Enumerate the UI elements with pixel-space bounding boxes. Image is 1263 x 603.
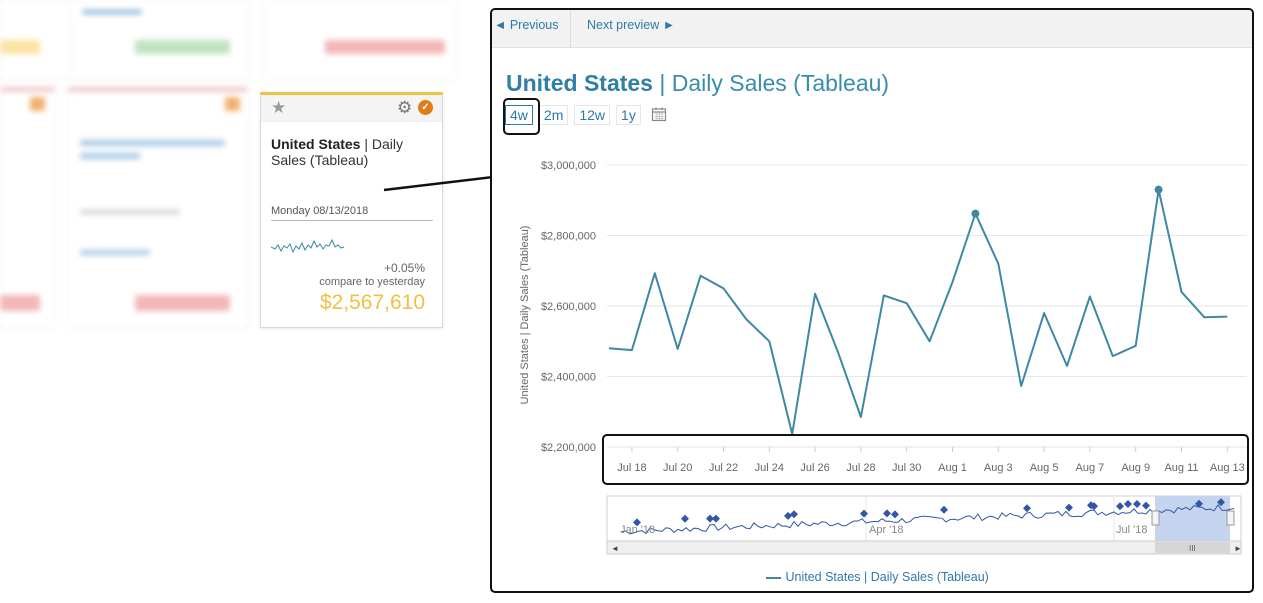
navigator-marker xyxy=(1116,502,1124,511)
navigator-scroll-thumb xyxy=(1155,542,1230,553)
tile-change: +0.05% xyxy=(383,261,425,275)
navigator-marker xyxy=(1023,504,1031,513)
data-point-marker xyxy=(1154,185,1163,194)
navigator-marker xyxy=(940,505,948,514)
star-icon[interactable]: ★ xyxy=(271,98,287,117)
preview-title: United States | Daily Sales (Tableau) xyxy=(506,70,889,97)
tile-title-rest: | Daily Sales (Tableau) xyxy=(271,136,404,168)
previous-link[interactable]: ◄ Previous xyxy=(494,18,559,32)
tile-value: $2,567,610 xyxy=(319,291,425,314)
tile-sparkline xyxy=(271,238,345,254)
next-preview-link[interactable]: Next preview ► xyxy=(587,18,676,32)
navigator-marker xyxy=(633,518,641,527)
navigator-scrollbar xyxy=(606,540,1242,555)
dashboard-tile[interactable]: ★ ⚙ ✓ United States | Daily Sales (Table… xyxy=(260,92,443,328)
tile-title-bold: United States xyxy=(271,136,361,152)
nav-divider xyxy=(570,10,571,48)
range-12w-button[interactable]: 12w xyxy=(574,105,611,125)
nav-label-jul: Jul '18 xyxy=(1116,524,1147,536)
svg-text:III: III xyxy=(1189,544,1196,553)
preview-panel: ◄ Previous Next preview ► United States … xyxy=(490,8,1254,593)
data-point-marker xyxy=(971,209,980,218)
navigator-marker xyxy=(883,509,891,518)
range-1y-button[interactable]: 1y xyxy=(616,105,641,125)
navigator-marker xyxy=(860,509,868,518)
certified-badge-icon: ✓ xyxy=(418,100,433,115)
navigator-marker xyxy=(1217,498,1225,507)
navigator-marker xyxy=(1124,499,1132,508)
y-tick-label: $2,800,000 xyxy=(541,231,596,243)
sales-line-chart: $3,000,000 $2,800,000 $2,600,000 $2,400,000… xyxy=(519,160,1247,555)
y-tick-label: $2,600,000 xyxy=(541,301,596,313)
navigator-marker xyxy=(1087,501,1095,510)
preview-title-bold: United States xyxy=(506,70,653,96)
navigator-marker xyxy=(706,514,714,523)
navigator-marker xyxy=(1065,503,1073,512)
x-axis-highlight-box xyxy=(602,434,1249,485)
navigator-marker xyxy=(891,510,899,519)
chart-legend[interactable]: United States | Daily Sales (Tableau) xyxy=(766,570,989,584)
navigator-marker xyxy=(1090,502,1098,511)
tile-compare-text: compare to yesterday xyxy=(319,276,425,288)
nav-label-apr: Apr '18 xyxy=(869,524,904,536)
y-tick-label: $2,400,000 xyxy=(541,372,596,384)
navigator-marker xyxy=(681,514,689,523)
scroll-right-icon: ► xyxy=(1234,544,1242,553)
tile-title[interactable]: United States | Daily Sales (Tableau) xyxy=(271,136,431,168)
legend-label: United States | Daily Sales (Tableau) xyxy=(785,570,989,584)
navigator-marker xyxy=(1133,500,1141,509)
range-2m-button[interactable]: 2m xyxy=(538,105,569,125)
navigator-left-handle xyxy=(1151,510,1160,526)
navigator-marker xyxy=(1195,499,1203,508)
range-highlight-box xyxy=(503,98,540,135)
navigator-right-handle xyxy=(1226,510,1235,526)
scroll-left-icon: ◄ xyxy=(611,544,619,553)
navigator-marker xyxy=(712,514,720,523)
y-tick-label: $2,200,000 xyxy=(541,442,596,454)
navigator-marker xyxy=(1142,501,1150,510)
navigator-marker xyxy=(790,510,798,519)
nav-label-jan: Jan '18 xyxy=(620,524,655,536)
tile-header: ★ ⚙ ✓ xyxy=(261,95,442,122)
range-4w-button[interactable]: 4w xyxy=(505,105,533,125)
preview-title-rest: | Daily Sales (Tableau) xyxy=(652,70,890,96)
y-tick-label: $3,000,000 xyxy=(541,160,596,172)
tile-date: Monday 08/13/2018 xyxy=(271,205,433,221)
y-axis-label: United States | Daily Sales (Tableau) xyxy=(519,226,531,405)
navigator-marker xyxy=(784,511,792,520)
preview-nav: ◄ Previous Next preview ► xyxy=(492,10,1252,48)
navigator-selection xyxy=(1155,496,1230,550)
calendar-icon[interactable] xyxy=(651,106,667,125)
gear-icon[interactable]: ⚙ xyxy=(397,98,413,117)
navigator[interactable]: Jan '18 Apr '18 Jul '18 III ◄ ► xyxy=(606,495,1242,555)
series-line xyxy=(608,188,1228,435)
